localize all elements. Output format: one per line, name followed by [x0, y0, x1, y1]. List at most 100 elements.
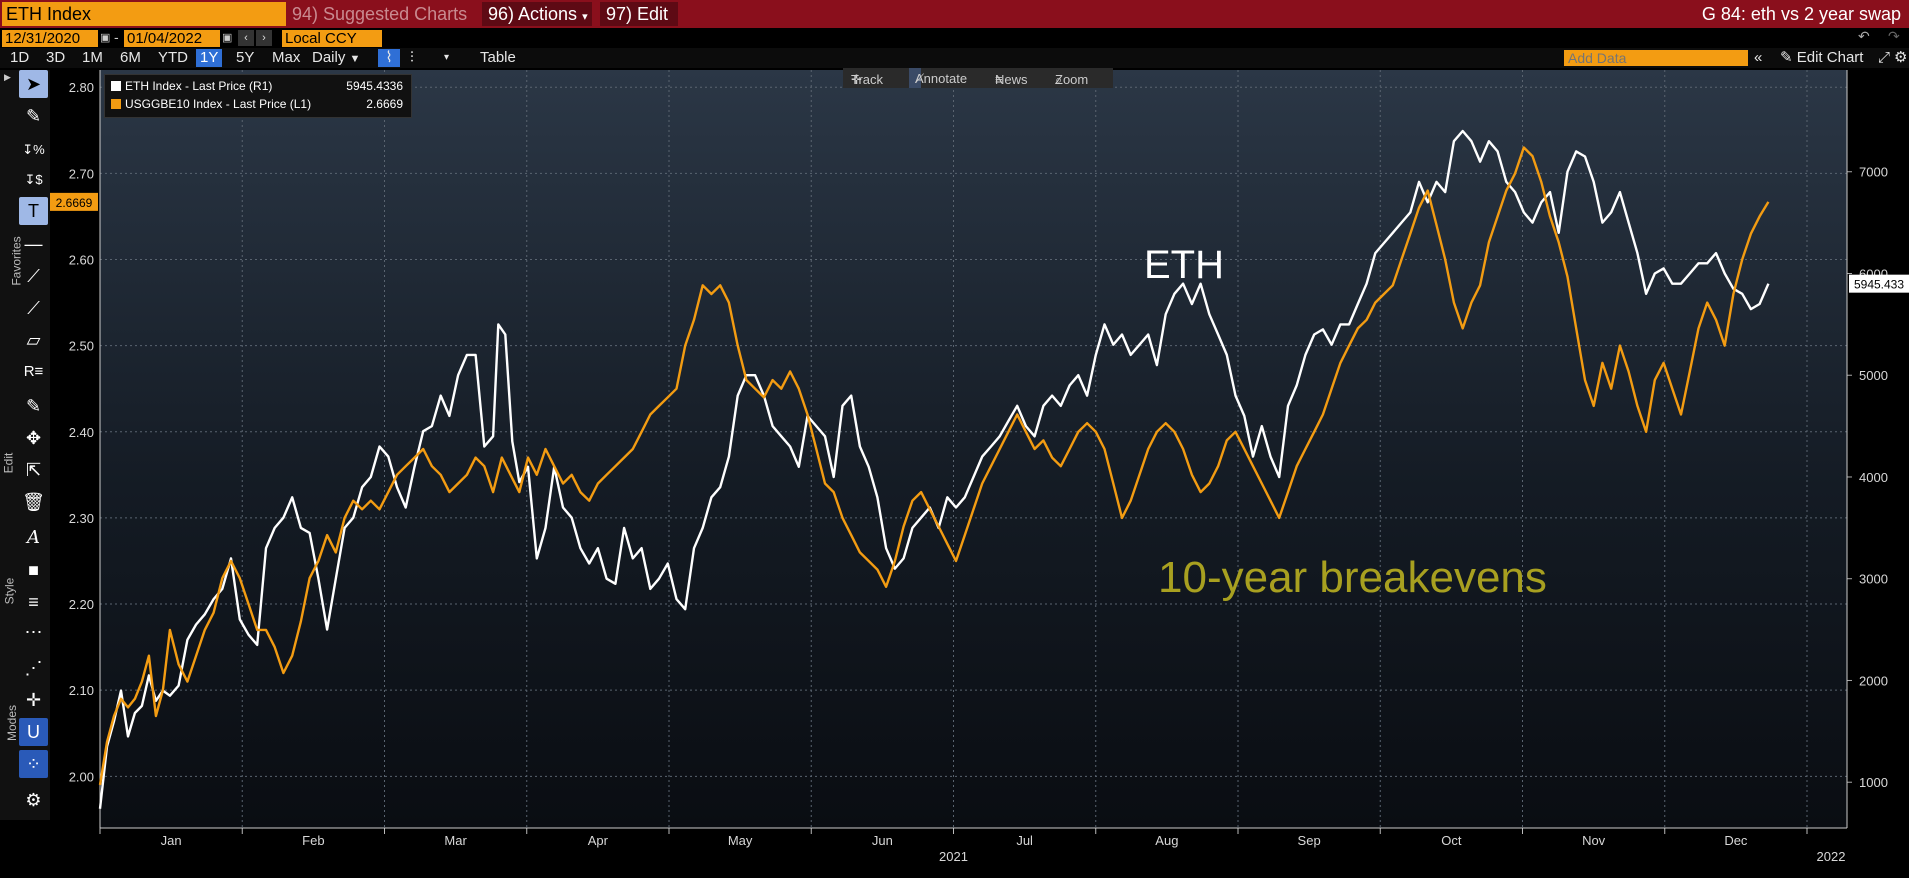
- collapse-icon[interactable]: «: [1754, 49, 1763, 66]
- x-year-label: 2022: [1817, 849, 1846, 864]
- period-ytd[interactable]: YTD: [158, 49, 188, 66]
- y-left-tick-label: 2.70: [69, 166, 94, 181]
- trendline-icon[interactable]: ⟋: [27, 266, 40, 286]
- y-left-tick-label: 2.40: [69, 425, 94, 440]
- annotate-button[interactable]: ⟋ Annotate: [909, 68, 967, 88]
- prev-arrow-icon[interactable]: ‹: [238, 30, 254, 46]
- news-label: News: [995, 72, 1028, 87]
- legend-label: ETH Index - Last Price (R1): [125, 79, 273, 93]
- line-style-icon[interactable]: ⋯: [24, 622, 43, 642]
- ticker-field[interactable]: ETH Index: [2, 2, 286, 26]
- x-month-label: Apr: [588, 833, 609, 848]
- actions-menu[interactable]: 96) Actions ▾: [482, 2, 592, 26]
- triangle-icon[interactable]: ▶: [4, 72, 11, 82]
- crosshair-icon[interactable]: ✛: [25, 690, 42, 710]
- y-left-tick-label: 2.00: [69, 769, 94, 784]
- x-month-label: Mar: [444, 833, 467, 848]
- table-button[interactable]: Table: [480, 49, 516, 66]
- currency-select[interactable]: Local CCY: [282, 30, 382, 47]
- period-1y[interactable]: 1Y: [196, 49, 223, 67]
- period-6m[interactable]: 6M: [120, 49, 141, 66]
- calendar-icon[interactable]: ▣: [100, 32, 111, 44]
- end-date-input[interactable]: 01/04/2022: [124, 30, 220, 47]
- draw-edit-icon[interactable]: ✎: [25, 396, 42, 416]
- frequency-select[interactable]: Daily ▼: [312, 49, 360, 67]
- text-tool-icon[interactable]: T: [19, 197, 48, 225]
- y-right-tick-label: 2000: [1859, 673, 1888, 688]
- x-year-label: 2021: [939, 849, 968, 864]
- y-left-tick-label: 2.60: [69, 253, 94, 268]
- move-icon[interactable]: ✥: [25, 428, 42, 448]
- period-5y[interactable]: 5Y: [236, 49, 255, 66]
- line-chart-icon[interactable]: ⌇: [378, 49, 400, 67]
- resize-icon[interactable]: ⤢: [1878, 49, 1891, 66]
- add-data-input[interactable]: [1564, 50, 1748, 66]
- magnifier-icon: ⌕: [1055, 72, 1063, 87]
- channel-icon[interactable]: ▱: [26, 330, 41, 350]
- period-3d[interactable]: 3D: [46, 49, 66, 66]
- legend-item-breakevens[interactable]: USGGBE10 Index - Last Price (L1) 2.6669: [111, 96, 407, 113]
- legend-label: USGGBE10 Index - Last Price (L1): [125, 97, 312, 111]
- percent-tool-icon[interactable]: ↧%: [22, 142, 45, 157]
- dollar-tool-icon[interactable]: ↧$: [24, 172, 43, 187]
- redo-icon[interactable]: ↷: [1888, 28, 1900, 44]
- triangle-down-icon: ▼: [349, 53, 361, 65]
- edit-label: 97) Edit: [606, 4, 669, 24]
- pointer-tool-icon[interactable]: ➤: [19, 70, 48, 98]
- magnet-icon[interactable]: U: [19, 718, 48, 746]
- news-icon: ≡: [995, 72, 1003, 87]
- bar-chart-icon[interactable]: ⫶: [410, 49, 414, 66]
- calendar-icon[interactable]: ▣: [222, 32, 233, 44]
- ray-icon[interactable]: ⟋: [27, 298, 40, 318]
- next-arrow-icon[interactable]: ›: [256, 30, 272, 46]
- annotation-breakevens: 10-year breakevens: [1158, 553, 1547, 602]
- chart-controls: ✛ Track ⟋ Annotate ≡ News ⌕ Zoom: [843, 68, 1113, 88]
- undo-icon[interactable]: ↶: [1858, 28, 1870, 44]
- edit-chart-button[interactable]: ✎ Edit Chart: [1780, 49, 1863, 67]
- chevron-down-icon: ▾: [582, 11, 588, 23]
- period-1d[interactable]: 1D: [10, 49, 30, 66]
- x-month-label: Oct: [1441, 833, 1462, 848]
- x-month-label: Feb: [302, 833, 324, 848]
- left-last-value-label: 2.6669: [56, 196, 93, 210]
- y-right-tick-label: 3000: [1859, 572, 1888, 587]
- y-right-tick-label: 7000: [1859, 165, 1888, 180]
- annotation-eth: ETH: [1144, 243, 1224, 287]
- zoom-label: Zoom: [1055, 72, 1089, 87]
- color-dots-icon[interactable]: ⁘: [19, 750, 48, 778]
- y-right-tick-label: 5000: [1859, 368, 1888, 383]
- legend-item-eth[interactable]: ETH Index - Last Price (R1) 5945.4336: [111, 78, 407, 95]
- legend-swatch: [111, 81, 121, 91]
- y-left-tick-label: 2.50: [69, 339, 94, 354]
- horizontal-line-icon[interactable]: —: [24, 234, 43, 254]
- pen-tool-icon[interactable]: ✎: [25, 106, 42, 126]
- pencil-icon: ⟋: [915, 71, 925, 86]
- gear-icon[interactable]: ⚙: [1894, 49, 1908, 66]
- regression-icon[interactable]: R≡: [23, 363, 44, 380]
- x-month-label: Sep: [1298, 833, 1321, 848]
- actions-label: 96) Actions: [488, 4, 578, 24]
- x-month-label: Jan: [161, 833, 182, 848]
- legend-value: 2.6669: [366, 97, 403, 111]
- legend-value: 5945.4336: [346, 79, 403, 93]
- y-left-tick-label: 2.30: [69, 511, 94, 526]
- add-point-icon[interactable]: ⇱: [25, 460, 42, 480]
- chart-title: G 84: eth vs 2 year swap: [1701, 4, 1901, 24]
- trash-icon[interactable]: 🗑: [22, 492, 45, 512]
- period-max[interactable]: Max: [272, 49, 301, 66]
- chevron-down-icon[interactable]: ▾: [444, 52, 450, 63]
- font-style-icon[interactable]: A: [27, 527, 40, 548]
- line-weight-icon[interactable]: ≡: [28, 592, 39, 612]
- right-last-value-box: [1849, 274, 1909, 293]
- dashed-line-icon[interactable]: ⋰: [24, 658, 43, 678]
- eth-series-line: [98, 129, 1770, 809]
- fill-color-icon[interactable]: ■: [28, 560, 39, 580]
- edit-chart-label: Edit Chart: [1796, 49, 1864, 66]
- settings-gear-icon[interactable]: ⚙: [25, 790, 42, 810]
- suggested-charts-menu[interactable]: 94) Suggested Charts: [292, 4, 468, 24]
- start-date-input[interactable]: 12/31/2020: [2, 30, 98, 47]
- period-1m[interactable]: 1M: [82, 49, 103, 66]
- annotate-label: Annotate: [915, 71, 968, 86]
- edit-menu[interactable]: 97) Edit ▾: [600, 2, 678, 47]
